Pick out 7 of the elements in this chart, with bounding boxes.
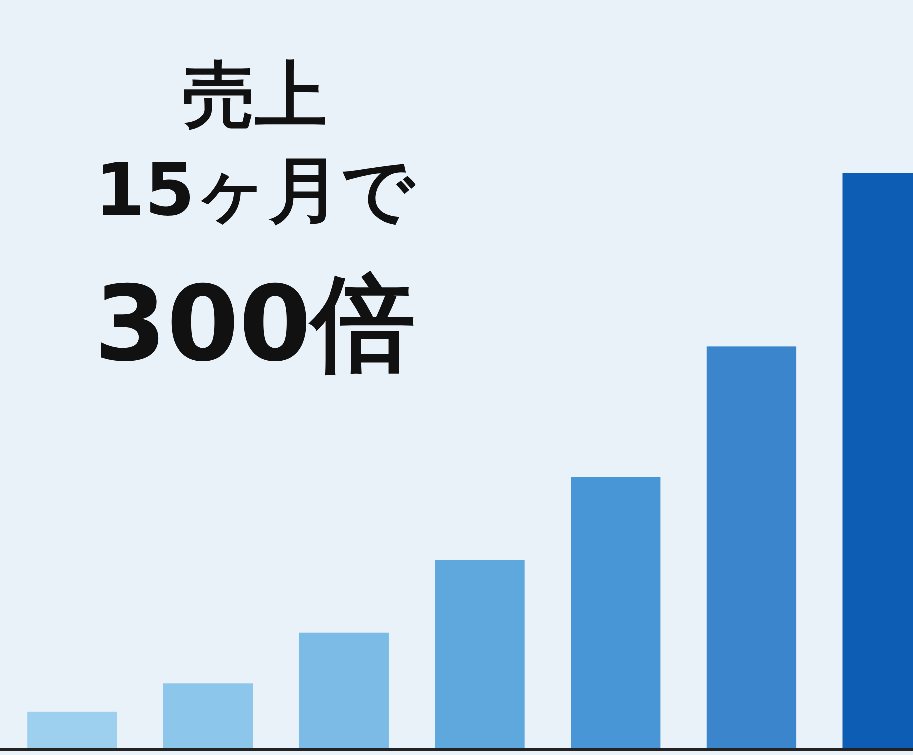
bar <box>28 712 118 750</box>
bar <box>299 632 389 750</box>
chart-title: 売上 15ヶ月で 300倍 <box>94 53 416 385</box>
bar <box>706 346 797 750</box>
bar <box>163 684 254 750</box>
bar <box>435 560 525 750</box>
bar <box>571 477 661 750</box>
